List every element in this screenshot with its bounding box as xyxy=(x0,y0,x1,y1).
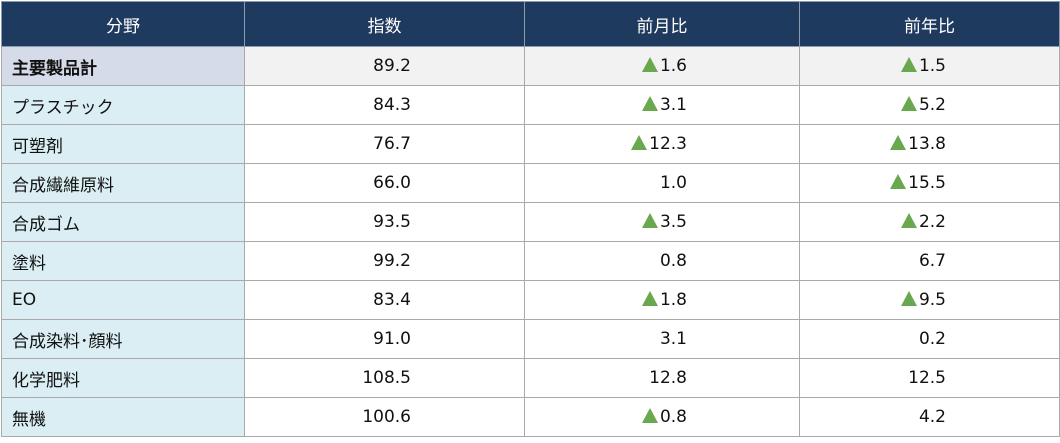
yoy-change-cell: 6.7 xyxy=(799,241,1060,281)
mom-value: 3.5 xyxy=(659,212,687,232)
index-cell: 93.5 xyxy=(244,202,525,242)
mom-value: 12.3 xyxy=(649,134,687,154)
up-triangle-icon xyxy=(900,213,917,228)
table-row-total: 主要製品計 89.2 1.6 1.5 xyxy=(1,46,1060,86)
header-index: 指数 xyxy=(244,1,525,47)
index-cell: 76.7 xyxy=(244,124,525,164)
yoy-change-cell: 12.5 xyxy=(799,358,1060,398)
up-triangle-icon xyxy=(900,57,917,72)
index-cell: 89.2 xyxy=(244,46,525,86)
mom-value: 0.8 xyxy=(659,407,687,427)
mom-value: 1.0 xyxy=(659,173,687,193)
index-cell: 108.5 xyxy=(244,358,525,398)
mom-change-cell: 1.6 xyxy=(524,46,800,86)
index-cell: 84.3 xyxy=(244,85,525,125)
mom-change-cell: 3.5 xyxy=(524,202,800,242)
mom-value: 1.6 xyxy=(659,56,687,76)
table-row: プラスチック 84.3 3.1 5.2 xyxy=(1,85,1060,125)
index-cell: 91.0 xyxy=(244,319,525,359)
yoy-change-cell: 9.5 xyxy=(799,280,1060,320)
table-row: 無機 100.6 0.8 4.2 xyxy=(1,397,1060,437)
field-cell: 無機 xyxy=(1,397,245,437)
index-cell: 100.6 xyxy=(244,397,525,437)
yoy-value: 9.5 xyxy=(918,290,946,310)
mom-change-cell: 3.1 xyxy=(524,319,800,359)
mom-change-cell: 12.3 xyxy=(524,124,800,164)
yoy-change-cell: 4.2 xyxy=(799,397,1060,437)
yoy-change-cell: 15.5 xyxy=(799,163,1060,203)
up-triangle-icon xyxy=(641,57,658,72)
table-row: 化学肥料 108.5 12.8 12.5 xyxy=(1,358,1060,398)
field-cell: 主要製品計 xyxy=(1,46,245,86)
table-row: 合成ゴム 93.5 3.5 2.2 xyxy=(1,202,1060,242)
table-row: 塗料 99.2 0.8 6.7 xyxy=(1,241,1060,281)
up-triangle-icon xyxy=(641,291,658,306)
field-cell: プラスチック xyxy=(1,85,245,125)
up-triangle-icon xyxy=(890,135,907,150)
up-triangle-icon xyxy=(631,135,648,150)
field-cell: 合成繊維原料 xyxy=(1,163,245,203)
field-cell: 合成ゴム xyxy=(1,202,245,242)
index-cell: 83.4 xyxy=(244,280,525,320)
field-cell: 塗料 xyxy=(1,241,245,281)
yoy-value: 2.2 xyxy=(918,212,946,232)
field-cell: 合成染料･顔料 xyxy=(1,319,245,359)
up-triangle-icon xyxy=(890,174,907,189)
mom-value: 12.8 xyxy=(649,368,687,388)
index-cell: 99.2 xyxy=(244,241,525,281)
yoy-value: 13.8 xyxy=(908,134,946,154)
yoy-value: 4.2 xyxy=(918,407,946,427)
mom-change-cell: 1.0 xyxy=(524,163,800,203)
yoy-value: 1.5 xyxy=(918,56,946,76)
yoy-value: 6.7 xyxy=(918,251,946,271)
field-cell: EO xyxy=(1,280,245,320)
up-triangle-icon xyxy=(641,213,658,228)
yoy-change-cell: 1.5 xyxy=(799,46,1060,86)
table-row: 合成染料･顔料 91.0 3.1 0.2 xyxy=(1,319,1060,359)
table-row: 可塑剤 76.7 12.3 13.8 xyxy=(1,124,1060,164)
mom-value: 3.1 xyxy=(659,329,687,349)
header-row: 分野 指数 前月比 前年比 xyxy=(1,1,1060,47)
mom-change-cell: 1.8 xyxy=(524,280,800,320)
yoy-value: 5.2 xyxy=(918,95,946,115)
yoy-change-cell: 0.2 xyxy=(799,319,1060,359)
mom-value: 1.8 xyxy=(659,290,687,310)
header-mom: 前月比 xyxy=(524,1,800,47)
up-triangle-icon xyxy=(641,408,658,423)
header-yoy: 前年比 xyxy=(799,1,1060,47)
yoy-value: 15.5 xyxy=(908,173,946,193)
yoy-change-cell: 5.2 xyxy=(799,85,1060,125)
yoy-change-cell: 13.8 xyxy=(799,124,1060,164)
field-cell: 可塑剤 xyxy=(1,124,245,164)
table-row: EO 83.4 1.8 9.5 xyxy=(1,280,1060,320)
mom-change-cell: 12.8 xyxy=(524,358,800,398)
mom-change-cell: 3.1 xyxy=(524,85,800,125)
table-row: 合成繊維原料 66.0 1.0 15.5 xyxy=(1,163,1060,203)
yoy-change-cell: 2.2 xyxy=(799,202,1060,242)
field-cell: 化学肥料 xyxy=(1,358,245,398)
mom-change-cell: 0.8 xyxy=(524,241,800,281)
mom-value: 0.8 xyxy=(659,251,687,271)
header-field: 分野 xyxy=(1,1,245,47)
mom-value: 3.1 xyxy=(659,95,687,115)
yoy-value: 12.5 xyxy=(908,368,946,388)
mom-change-cell: 0.8 xyxy=(524,397,800,437)
up-triangle-icon xyxy=(900,96,917,111)
index-cell: 66.0 xyxy=(244,163,525,203)
up-triangle-icon xyxy=(900,291,917,306)
yoy-value: 0.2 xyxy=(918,329,946,349)
up-triangle-icon xyxy=(641,96,658,111)
